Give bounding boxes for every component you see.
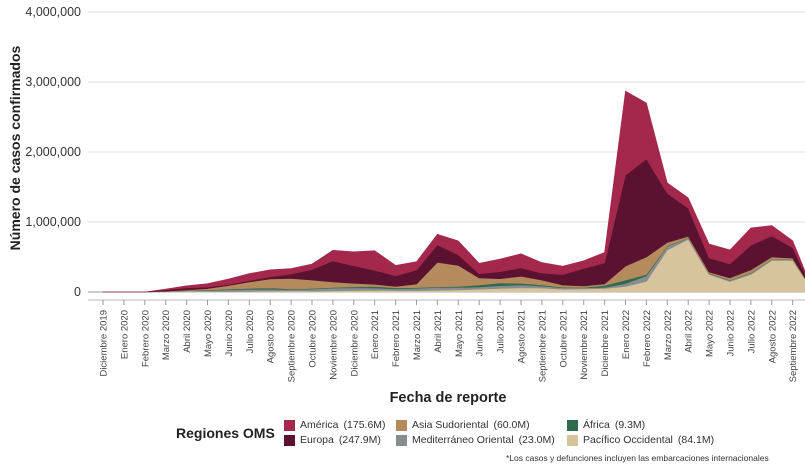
y-tick-label: 0 xyxy=(74,285,81,299)
x-tick-label: Febrero 2021 xyxy=(391,310,402,367)
x-tick-label: Junio 2021 xyxy=(475,310,486,356)
y-axis-label: Número de casos confirmados xyxy=(7,45,23,250)
legend-total: (23.0M) xyxy=(518,434,555,446)
legend-item: Asia Sudoriental (60.0M) xyxy=(396,419,530,431)
x-tick-label: Abril 2022 xyxy=(684,310,695,353)
x-tick-label: Febrero 2022 xyxy=(642,310,653,367)
legend-swatch xyxy=(284,434,295,446)
x-tick-label: Marzo 2022 xyxy=(663,310,674,360)
x-tick-label: Julio 2021 xyxy=(496,310,507,353)
x-tick-label: Octubre 2021 xyxy=(558,310,569,368)
legend-swatch xyxy=(396,434,407,446)
x-tick-label: Agosto 2020 xyxy=(266,310,277,363)
legend-swatch xyxy=(567,419,578,431)
x-tick-label: Noviembre 2021 xyxy=(579,310,590,380)
x-tick-label: Enero 2020 xyxy=(119,310,130,359)
legend-label: Mediterráneo Oriental xyxy=(412,434,514,446)
y-tick-label: 1,000,000 xyxy=(25,215,81,229)
x-tick-label: Enero 2022 xyxy=(621,310,632,359)
x-tick-label: Agosto 2021 xyxy=(517,310,528,363)
x-tick-label: Mayo 2022 xyxy=(705,310,716,357)
x-tick-label: Enero 2021 xyxy=(370,310,381,359)
legend-item: Pacífico Occidental (84.1M) xyxy=(567,434,714,446)
series-area-america xyxy=(102,90,805,293)
x-tick-label: Abril 2020 xyxy=(182,310,193,353)
x-tick-label: Noviembre 2020 xyxy=(328,310,339,380)
x-tick-label: Septiembre 2020 xyxy=(287,310,298,382)
legend-total: (84.1M) xyxy=(677,434,715,446)
legend-item: América (175.6M) xyxy=(284,419,386,431)
y-axis: 0 1,000,000 2,000,000 3,000,000 4,000,000 xyxy=(25,5,81,299)
x-tick-label: Mayo 2021 xyxy=(454,310,465,357)
legend-label: Europa xyxy=(300,434,334,446)
legend-label: Pacífico Occidental xyxy=(583,434,673,446)
x-tick-label: Marzo 2020 xyxy=(161,310,172,360)
footnote: *Los casos y defunciones incluyen las em… xyxy=(506,453,769,463)
x-tick-label: Octubre 2020 xyxy=(308,310,319,368)
x-tick-label: Julio 2020 xyxy=(245,310,256,353)
x-axis-label: Fecha de reporte xyxy=(390,390,507,406)
legend-swatch xyxy=(396,419,407,431)
y-tick-label: 4,000,000 xyxy=(25,5,81,19)
legend-item: Mediterráneo Oriental (23.0M) xyxy=(396,434,555,446)
y-tick-label: 3,000,000 xyxy=(25,75,81,89)
x-tick-label: Febrero 2020 xyxy=(140,310,151,367)
x-tick-label: Abril 2021 xyxy=(433,310,444,353)
x-tick-label: Marzo 2021 xyxy=(412,310,423,360)
legend-swatch xyxy=(284,419,295,431)
x-tick-label: Diciembre 2020 xyxy=(349,310,360,377)
x-tick-label: Julio 2022 xyxy=(746,310,757,353)
x-tick-label: Mayo 2020 xyxy=(203,310,214,357)
legend-label: Asia Sudoriental xyxy=(412,419,489,431)
area-series xyxy=(102,90,805,293)
x-tick-label: Diciembre 2019 xyxy=(99,310,110,377)
legend-total: (247.9M) xyxy=(338,434,381,446)
x-tick-label: Septiembre 2022 xyxy=(788,310,799,382)
legend-item: África (9.3M) xyxy=(567,419,645,431)
x-tick-label: Septiembre 2021 xyxy=(537,310,548,382)
legend-total: (175.6M) xyxy=(343,419,386,431)
x-tick-label: Agosto 2022 xyxy=(767,310,778,363)
legend-total: (9.3M) xyxy=(614,419,646,431)
legend-swatch xyxy=(567,434,578,446)
legend-item: Europa (247.9M) xyxy=(284,434,381,446)
x-axis: Diciembre 2019 Enero 2020 Febrero 2020 Marz… xyxy=(88,299,805,382)
legend-total: (60.0M) xyxy=(493,419,530,431)
x-tick-label: Diciembre 2021 xyxy=(600,310,611,377)
legend-label: África xyxy=(583,419,610,431)
x-tick-label: Junio 2022 xyxy=(726,310,737,356)
y-tick-label: 2,000,000 xyxy=(25,145,81,159)
x-tick-label: Junio 2020 xyxy=(224,310,235,356)
legend-label: América xyxy=(300,419,339,431)
legend-title: Regiones OMS xyxy=(176,425,275,441)
